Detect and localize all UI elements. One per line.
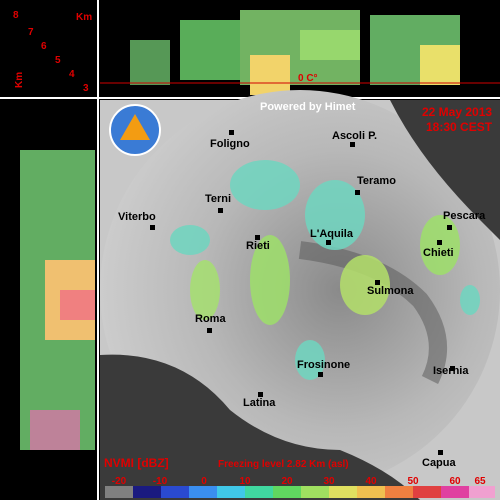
city-label: Foligno — [210, 138, 250, 150]
swatch — [301, 486, 329, 498]
city-dot — [437, 240, 442, 245]
top-panel: 0 C° Km 8 7 6 5 4 3 — [13, 10, 500, 95]
echo — [60, 290, 95, 320]
legend: NVMI [dBZ] Freezing level 2.82 Km (asl) … — [104, 456, 495, 498]
city-dot — [450, 366, 455, 371]
echoes — [170, 160, 480, 380]
swatch — [357, 486, 385, 498]
freezing-marker: 0 C° — [298, 73, 318, 84]
swatch — [189, 486, 217, 498]
km-label: Km — [76, 12, 92, 23]
city-label: Viterbo — [118, 211, 156, 223]
legend-tick: 65 — [474, 476, 486, 487]
city-label: Frosinone — [297, 359, 350, 371]
legend-tick: 30 — [323, 476, 335, 487]
city-label: Chieti — [423, 247, 454, 259]
height-label: 4 — [69, 69, 75, 80]
swatch — [161, 486, 189, 498]
city-dots — [150, 130, 455, 455]
echo — [340, 255, 390, 315]
city-dot — [207, 328, 212, 333]
city-dot — [447, 225, 452, 230]
swatch — [217, 486, 245, 498]
legend-tick: 50 — [407, 476, 419, 487]
city-dot — [350, 142, 355, 147]
city-label: Ascoli P. — [332, 130, 377, 142]
echo — [305, 180, 365, 250]
height-label: 7 — [28, 27, 34, 38]
echo — [230, 160, 300, 210]
sea — [100, 354, 420, 500]
swatch — [133, 486, 161, 498]
echo — [130, 40, 170, 85]
time: 18:30 CEST — [426, 120, 493, 134]
legend-title: NVMI [dBZ] — [104, 456, 169, 470]
echo — [250, 235, 290, 325]
echo — [420, 45, 460, 85]
city-label: L'Aquila — [310, 228, 354, 240]
date: 22 May 2013 — [422, 105, 492, 119]
city-label: Sulmona — [367, 285, 414, 297]
city-label: Pescara — [443, 210, 486, 222]
swatch — [329, 486, 357, 498]
echo — [190, 260, 220, 320]
sea — [390, 100, 500, 240]
height-label: 8 — [13, 10, 19, 21]
city-label: Roma — [195, 313, 226, 325]
swatch — [441, 486, 469, 498]
echo — [30, 410, 80, 450]
city-label: Terni — [205, 193, 231, 205]
legend-tick: 60 — [449, 476, 461, 487]
map: Foligno Ascoli P. Teramo Terni Viterbo P… — [100, 90, 500, 500]
city-dot — [150, 225, 155, 230]
legend-tick: -20 — [112, 476, 127, 487]
mountains — [298, 241, 447, 385]
city-label: Teramo — [357, 175, 396, 187]
legend-tick: 0 — [201, 476, 207, 487]
echo — [250, 55, 290, 95]
freezing-level: Freezing level 2.82 Km (asl) — [218, 459, 349, 470]
credit: Powered by Himet — [260, 101, 356, 113]
legend-tick: 10 — [239, 476, 251, 487]
city-dot — [438, 450, 443, 455]
city-dot — [355, 190, 360, 195]
swatch — [385, 486, 413, 498]
swatch — [469, 486, 495, 498]
city-dot — [255, 235, 260, 240]
km-label: Km — [14, 72, 25, 88]
height-label: 5 — [55, 55, 61, 66]
city-label: Isernia — [433, 365, 469, 377]
city-label: Latina — [243, 397, 276, 409]
city-dot — [258, 392, 263, 397]
city-label: Rieti — [246, 240, 270, 252]
swatch — [245, 486, 273, 498]
swatch — [105, 486, 133, 498]
legend-tick: -10 — [153, 476, 168, 487]
side-panel: Km — [14, 72, 95, 450]
height-label: 6 — [41, 41, 47, 52]
legend-tick: 20 — [281, 476, 293, 487]
swatch — [273, 486, 301, 498]
echo — [460, 285, 480, 315]
city-dot — [318, 372, 323, 377]
color-bar — [105, 486, 495, 498]
city-dot — [229, 130, 234, 135]
echo — [295, 340, 325, 380]
height-label: 3 — [83, 83, 89, 94]
city-dot — [326, 240, 331, 245]
echo — [300, 30, 360, 60]
logo-icon — [120, 114, 150, 140]
swatch — [413, 486, 441, 498]
echo — [170, 225, 210, 255]
legend-tick: 40 — [365, 476, 377, 487]
city-label: Capua — [422, 457, 457, 469]
city-dot — [375, 280, 380, 285]
city-dot — [218, 208, 223, 213]
echo — [180, 20, 240, 80]
